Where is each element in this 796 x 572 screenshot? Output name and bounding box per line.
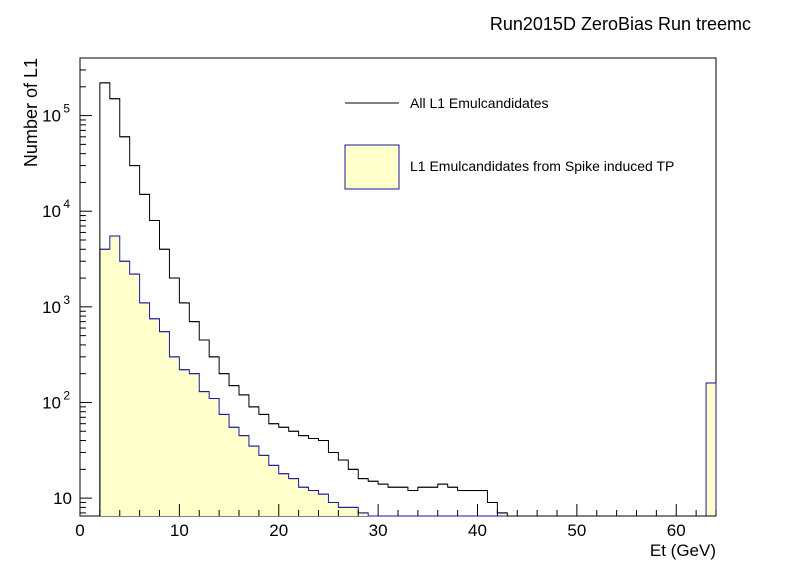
x-tick-label: 0 [75, 521, 84, 540]
y-tick-label: 10 [53, 489, 72, 508]
y-tick-exponent: 3 [63, 293, 70, 307]
all-series-line [80, 82, 716, 517]
x-tick-label: 10 [170, 521, 189, 540]
y-tick-label: 10 [42, 393, 61, 412]
y-tick-exponent: 2 [63, 388, 70, 402]
legend-spike-label: L1 Emulcandidates from Spike induced TP [410, 158, 674, 174]
x-tick-label: 40 [468, 521, 487, 540]
x-axis-label: Et (GeV) [650, 541, 716, 560]
spike-series-fill [80, 236, 716, 516]
x-tick-label: 30 [369, 521, 388, 540]
y-axis-label: Number of L1 [21, 58, 41, 167]
legend-all-label: All L1 Emulcandidates [410, 95, 549, 111]
legend: All L1 Emulcandidates L1 Emulcandidates f… [344, 95, 674, 190]
y-tick-label: 10 [42, 298, 61, 317]
chart-title: Run2015D ZeroBias Run treemc [490, 14, 751, 34]
legend-spike-swatch [344, 144, 400, 190]
y-tick-label: 10 [42, 202, 61, 221]
y-tick-exponent: 5 [63, 102, 70, 116]
y-tick-exponent: 4 [63, 197, 70, 211]
histogram-layer [80, 82, 717, 517]
y-tick-label: 10 [42, 107, 61, 126]
x-tick-label: 20 [269, 521, 288, 540]
x-tick-label: 50 [567, 521, 586, 540]
x-tick-label: 60 [667, 521, 686, 540]
